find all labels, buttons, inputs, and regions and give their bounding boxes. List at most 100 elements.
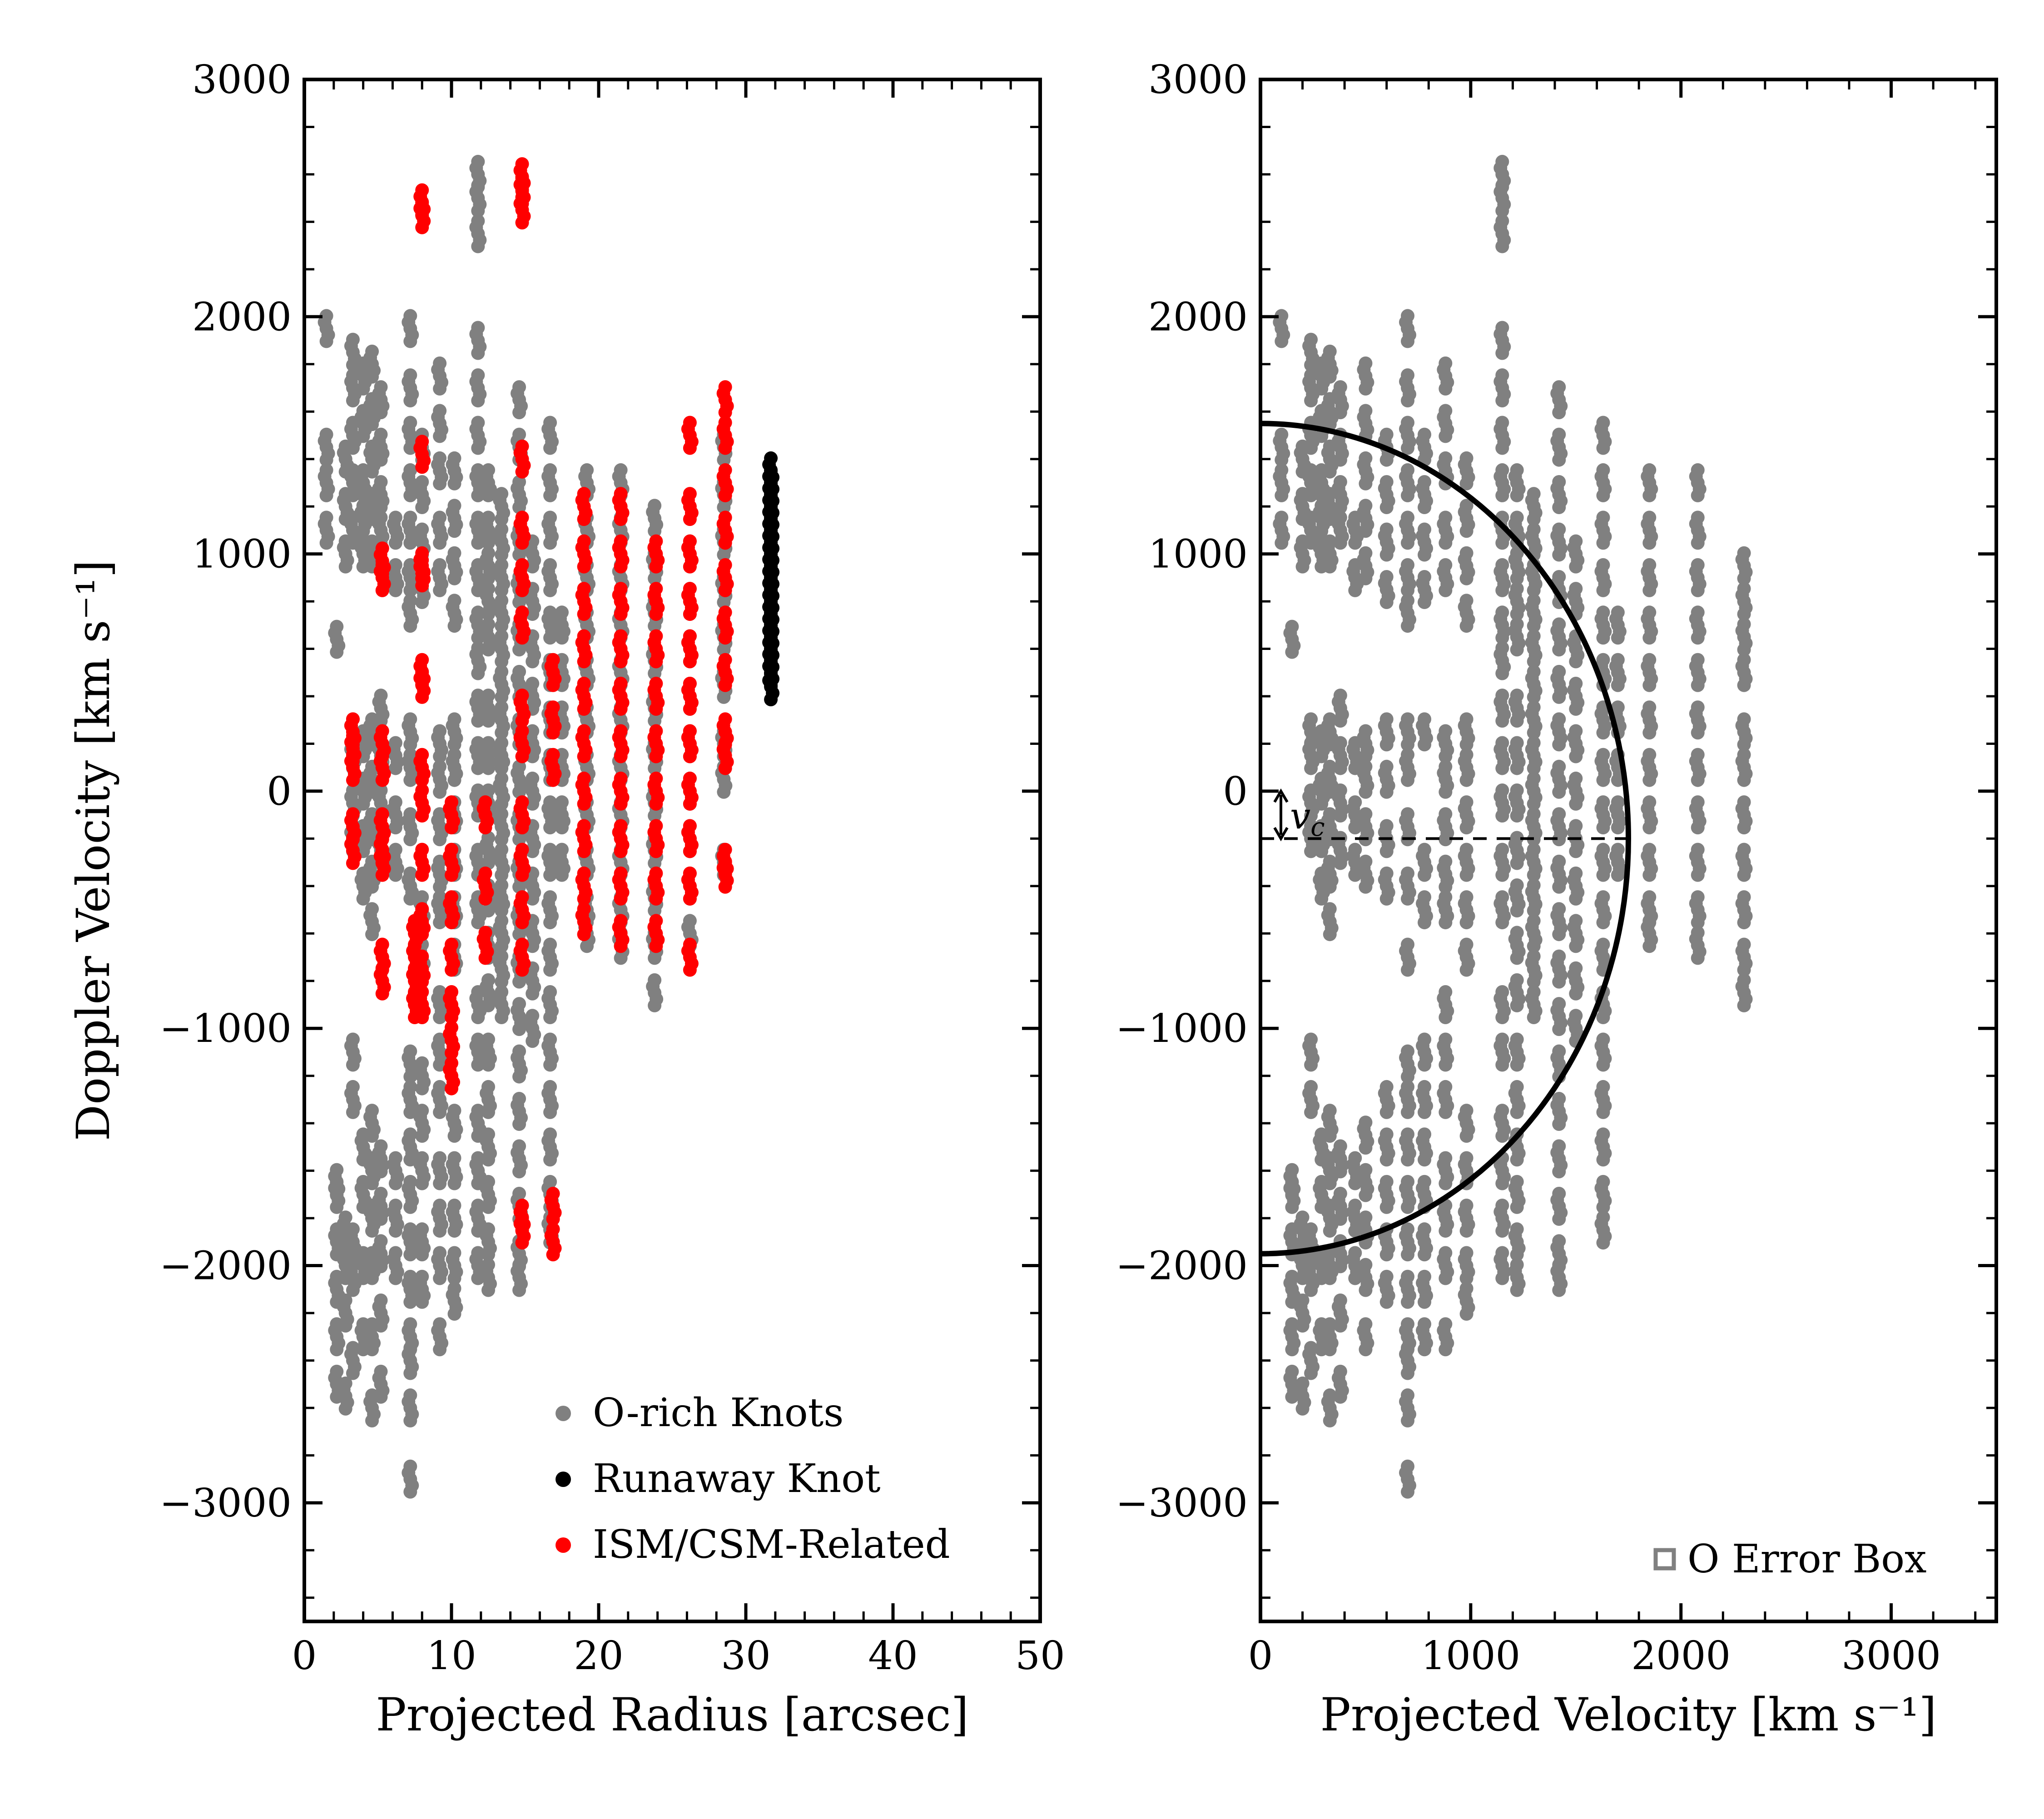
- left-point: [718, 441, 732, 455]
- left-point: [526, 892, 540, 906]
- right-y-tick-label: 2000: [1148, 294, 1248, 340]
- left-point: [433, 916, 447, 930]
- right-point: [1527, 868, 1541, 882]
- left-points: [318, 154, 780, 1499]
- right-point: [1510, 856, 1524, 870]
- left-point: [648, 666, 662, 680]
- left-point: [388, 821, 402, 835]
- right-point: [1569, 939, 1583, 953]
- left-point: [649, 654, 663, 669]
- left-point: [415, 1081, 429, 1095]
- left-point: [403, 334, 417, 348]
- right-point: [1527, 975, 1541, 989]
- left-point: [403, 536, 417, 550]
- right-point: [1439, 880, 1453, 894]
- left-point: [717, 453, 731, 467]
- right-point: [1401, 1070, 1414, 1084]
- left-point: [346, 394, 360, 407]
- right-point: [1552, 1283, 1566, 1297]
- left-point: [319, 453, 333, 467]
- left-point: [471, 1011, 485, 1024]
- left-point: [614, 702, 628, 716]
- left-y-tick-label: −2000: [159, 1244, 292, 1289]
- right-point: [1439, 1058, 1453, 1072]
- left-point: [481, 714, 495, 728]
- legend-marker: [556, 1406, 571, 1421]
- right-point: [1495, 204, 1509, 218]
- left-point: [718, 880, 732, 894]
- left-point: [319, 536, 333, 550]
- left-point: [433, 1343, 447, 1357]
- left-point: [648, 619, 662, 633]
- left-point: [375, 583, 389, 597]
- right-point: [1642, 939, 1657, 953]
- left-point: [515, 536, 529, 550]
- right-point: [1552, 548, 1566, 562]
- right-point: [1642, 536, 1657, 550]
- left-point: [683, 441, 697, 455]
- right-point: [1691, 536, 1705, 550]
- left-point: [374, 1165, 388, 1179]
- right-point: [1691, 631, 1705, 645]
- left-plot-frame: [303, 78, 1042, 1623]
- right-point: [1596, 868, 1610, 882]
- right-point: [1495, 1129, 1509, 1143]
- left-point: [512, 643, 526, 657]
- left-point: [403, 738, 417, 752]
- left-point: [526, 939, 540, 953]
- right-point: [1495, 1271, 1509, 1285]
- left-point: [365, 1176, 379, 1190]
- right-point: [1333, 1165, 1347, 1179]
- left-point: [543, 631, 557, 645]
- left-point: [515, 631, 529, 645]
- right-point: [1691, 488, 1705, 502]
- left-point: [346, 856, 360, 870]
- left-point: [683, 963, 697, 977]
- right-point: [1596, 1236, 1610, 1250]
- right-point: [1323, 1413, 1337, 1427]
- right-point: [1323, 560, 1337, 574]
- right-point: [1275, 488, 1289, 502]
- right-point: [1333, 809, 1347, 823]
- left-point: [495, 761, 509, 775]
- left-point: [543, 821, 557, 835]
- right-point: [1359, 1343, 1373, 1357]
- left-point: [445, 1046, 458, 1060]
- left-y-tick-label: 2000: [192, 294, 292, 340]
- left-point: [447, 619, 461, 633]
- left-point: [495, 903, 509, 917]
- right-point: [1691, 951, 1705, 965]
- right-point: [1323, 465, 1337, 479]
- left-point: [415, 690, 429, 704]
- right-point: [1459, 1271, 1473, 1285]
- left-point: [648, 951, 662, 965]
- left-point: [495, 1011, 509, 1024]
- right-point: [1315, 844, 1329, 858]
- left-y-tick-label: 0: [267, 769, 292, 814]
- right-point: [1359, 1283, 1373, 1297]
- right-y-tick-label: −3000: [1116, 1481, 1248, 1526]
- left-point: [526, 1034, 540, 1048]
- left-point: [388, 761, 402, 775]
- left-point: [447, 1307, 461, 1321]
- right-point: [1596, 916, 1610, 930]
- left-point: [403, 833, 417, 847]
- left-point: [445, 916, 458, 930]
- left-point: [471, 666, 485, 680]
- right-point: [1401, 1153, 1414, 1167]
- left-point: [515, 963, 529, 977]
- left-point: [374, 1319, 388, 1333]
- left-point: [346, 1366, 360, 1380]
- left-point: [683, 512, 697, 526]
- right-point: [1418, 916, 1432, 930]
- right-point: [1569, 986, 1583, 1001]
- right-point: [1691, 726, 1705, 740]
- left-point: [614, 512, 628, 526]
- right-point: [1359, 880, 1373, 894]
- left-point: [481, 607, 495, 621]
- left-point: [471, 441, 485, 455]
- right-point: [1304, 809, 1318, 823]
- left-point: [495, 619, 509, 633]
- right-point: [1418, 1153, 1432, 1167]
- right-point: [1737, 607, 1751, 621]
